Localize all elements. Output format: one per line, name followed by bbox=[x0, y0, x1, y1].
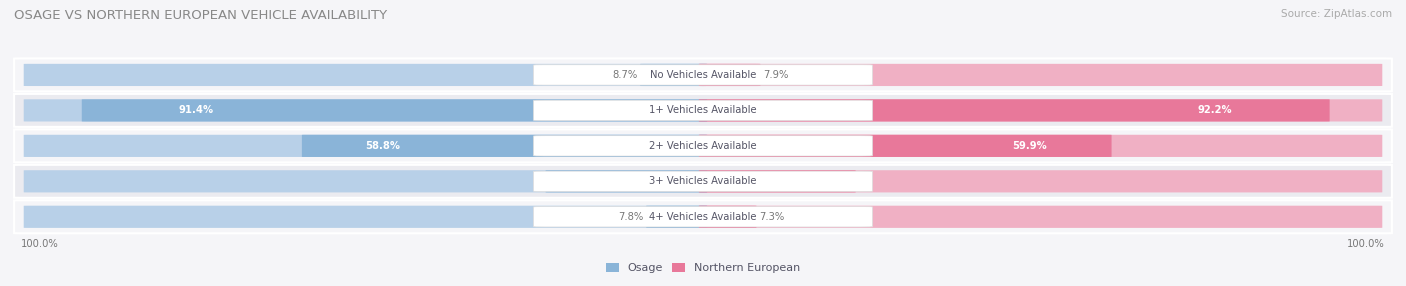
Legend: Osage, Northern European: Osage, Northern European bbox=[606, 263, 800, 273]
Text: 7.3%: 7.3% bbox=[759, 212, 785, 222]
FancyBboxPatch shape bbox=[533, 171, 873, 192]
FancyBboxPatch shape bbox=[546, 170, 707, 192]
FancyBboxPatch shape bbox=[533, 136, 873, 156]
FancyBboxPatch shape bbox=[24, 206, 707, 228]
FancyBboxPatch shape bbox=[699, 64, 761, 86]
Text: 1+ Vehicles Available: 1+ Vehicles Available bbox=[650, 106, 756, 115]
FancyBboxPatch shape bbox=[533, 65, 873, 85]
FancyBboxPatch shape bbox=[14, 129, 1392, 162]
Text: 7.8%: 7.8% bbox=[619, 212, 644, 222]
FancyBboxPatch shape bbox=[699, 64, 1382, 86]
FancyBboxPatch shape bbox=[14, 94, 1392, 127]
FancyBboxPatch shape bbox=[24, 170, 707, 192]
FancyBboxPatch shape bbox=[640, 64, 707, 86]
Text: No Vehicles Available: No Vehicles Available bbox=[650, 70, 756, 80]
FancyBboxPatch shape bbox=[24, 99, 707, 122]
FancyBboxPatch shape bbox=[24, 135, 707, 157]
Text: Source: ZipAtlas.com: Source: ZipAtlas.com bbox=[1281, 9, 1392, 19]
Text: 59.9%: 59.9% bbox=[1012, 141, 1046, 151]
FancyBboxPatch shape bbox=[533, 100, 873, 121]
FancyBboxPatch shape bbox=[699, 99, 1382, 122]
Text: 100.0%: 100.0% bbox=[21, 239, 59, 249]
Text: 22.7%: 22.7% bbox=[572, 176, 607, 186]
FancyBboxPatch shape bbox=[699, 206, 756, 228]
Text: OSAGE VS NORTHERN EUROPEAN VEHICLE AVAILABILITY: OSAGE VS NORTHERN EUROPEAN VEHICLE AVAIL… bbox=[14, 9, 387, 21]
Text: 4+ Vehicles Available: 4+ Vehicles Available bbox=[650, 212, 756, 222]
FancyBboxPatch shape bbox=[699, 135, 1112, 157]
FancyBboxPatch shape bbox=[24, 64, 707, 86]
Text: 7.9%: 7.9% bbox=[763, 70, 789, 80]
FancyBboxPatch shape bbox=[14, 200, 1392, 233]
Text: 2+ Vehicles Available: 2+ Vehicles Available bbox=[650, 141, 756, 151]
FancyBboxPatch shape bbox=[14, 58, 1392, 92]
FancyBboxPatch shape bbox=[699, 99, 1330, 122]
FancyBboxPatch shape bbox=[699, 170, 856, 192]
FancyBboxPatch shape bbox=[82, 99, 707, 122]
FancyBboxPatch shape bbox=[699, 135, 1382, 157]
Text: 100.0%: 100.0% bbox=[1347, 239, 1385, 249]
FancyBboxPatch shape bbox=[14, 165, 1392, 198]
FancyBboxPatch shape bbox=[302, 135, 707, 157]
Text: 3+ Vehicles Available: 3+ Vehicles Available bbox=[650, 176, 756, 186]
Text: 91.4%: 91.4% bbox=[179, 106, 214, 115]
FancyBboxPatch shape bbox=[699, 170, 1382, 192]
Text: 92.2%: 92.2% bbox=[1198, 106, 1232, 115]
FancyBboxPatch shape bbox=[647, 206, 707, 228]
FancyBboxPatch shape bbox=[533, 206, 873, 227]
Text: 22.0%: 22.0% bbox=[794, 176, 830, 186]
FancyBboxPatch shape bbox=[699, 206, 1382, 228]
Text: 8.7%: 8.7% bbox=[612, 70, 637, 80]
Text: 58.8%: 58.8% bbox=[366, 141, 401, 151]
